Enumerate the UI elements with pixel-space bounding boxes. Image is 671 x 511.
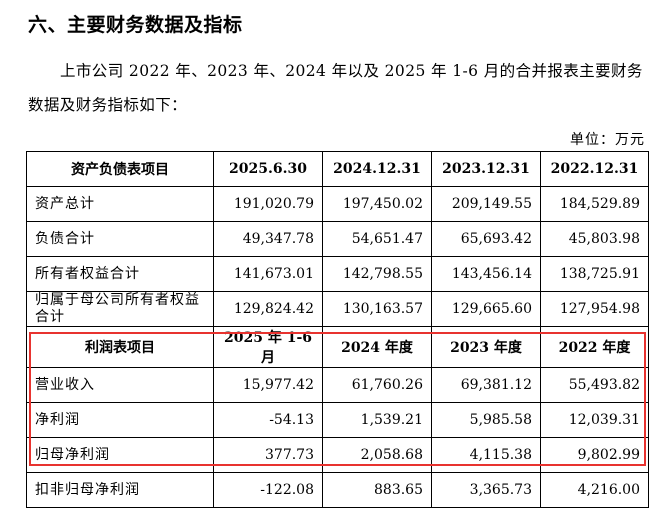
value-cell: 12,039.31 [540,402,649,438]
value-cell: 49,347.78 [213,221,323,257]
header-cell: 利润表项目 [26,326,214,368]
row-label: 营业收入 [26,367,214,403]
row-label: 所有者权益合计 [26,256,214,292]
value-cell: -122.08 [213,472,323,508]
row-label: 扣非归母净利润 [26,472,214,508]
table-row: 扣非归母净利润 -122.08 883.65 3,365.73 4,216.00 [26,472,649,508]
row-label: 负债合计 [26,221,214,257]
value-cell: 184,529.89 [540,186,649,222]
table-row: 净利润 -54.13 1,539.21 5,985.58 12,039.31 [26,402,649,438]
table-row: 所有者权益合计 141,673.01 142,798.55 143,456.14… [26,256,649,292]
section-heading: 六、主要财务数据及指标 [28,14,243,36]
value-cell: 130,163.57 [322,291,432,327]
unit-label: 单位：万元 [570,132,645,148]
value-cell: 4,115.38 [431,437,541,473]
header-cell: 2022.12.31 [540,151,649,187]
value-cell: 69,381.12 [431,367,541,403]
value-cell: 4,216.00 [540,472,649,508]
table-row: 负债合计 49,347.78 54,651.47 65,693.42 45,80… [26,221,649,257]
value-cell: 138,725.91 [540,256,649,292]
balance-header-row: 资产负债表项目 2025.6.30 2024.12.31 2023.12.31 … [26,151,649,187]
value-cell: 54,651.47 [322,221,432,257]
header-cell: 2024.12.31 [322,151,432,187]
value-cell: 3,365.73 [431,472,541,508]
value-cell: 883.65 [322,472,432,508]
header-cell: 2023 年度 [431,326,541,368]
row-label: 归属于母公司所有者权益合计 [26,291,214,327]
value-cell: 209,149.55 [431,186,541,222]
value-cell: 2,058.68 [322,437,432,473]
table-row: 归属于母公司所有者权益合计 129,824.42 130,163.57 129,… [26,291,649,327]
value-cell: -54.13 [213,402,323,438]
value-cell: 141,673.01 [213,256,323,292]
value-cell: 197,450.02 [322,186,432,222]
value-cell: 5,985.58 [431,402,541,438]
income-header-row: 利润表项目 2025 年 1-6 月 2024 年度 2023 年度 2022 … [26,326,649,368]
intro-paragraph: 上市公司 2022 年、2023 年、2024 年以及 2025 年 1-6 月… [28,62,643,114]
financial-table: 资产负债表项目 2025.6.30 2024.12.31 2023.12.31 … [26,151,649,508]
value-cell: 127,954.98 [540,291,649,327]
table-row: 资产总计 191,020.79 197,450.02 209,149.55 18… [26,186,649,222]
value-cell: 65,693.42 [431,221,541,257]
value-cell: 129,824.42 [213,291,323,327]
row-label: 归母净利润 [26,437,214,473]
value-cell: 1,539.21 [322,402,432,438]
row-label: 净利润 [26,402,214,438]
value-cell: 45,803.98 [540,221,649,257]
value-cell: 377.73 [213,437,323,473]
header-cell: 2024 年度 [322,326,432,368]
value-cell: 9,802.99 [540,437,649,473]
value-cell: 61,760.26 [322,367,432,403]
value-cell: 142,798.55 [322,256,432,292]
header-cell: 2025 年 1-6 月 [213,326,323,368]
value-cell: 55,493.82 [540,367,649,403]
value-cell: 15,977.42 [213,367,323,403]
header-cell: 2022 年度 [540,326,649,368]
value-cell: 191,020.79 [213,186,323,222]
header-cell: 2025.6.30 [213,151,323,187]
header-cell: 2023.12.31 [431,151,541,187]
value-cell: 143,456.14 [431,256,541,292]
table-row: 归母净利润 377.73 2,058.68 4,115.38 9,802.99 [26,437,649,473]
row-label: 资产总计 [26,186,214,222]
header-cell: 资产负债表项目 [26,151,214,187]
value-cell: 129,665.60 [431,291,541,327]
table-row: 营业收入 15,977.42 61,760.26 69,381.12 55,49… [26,367,649,403]
